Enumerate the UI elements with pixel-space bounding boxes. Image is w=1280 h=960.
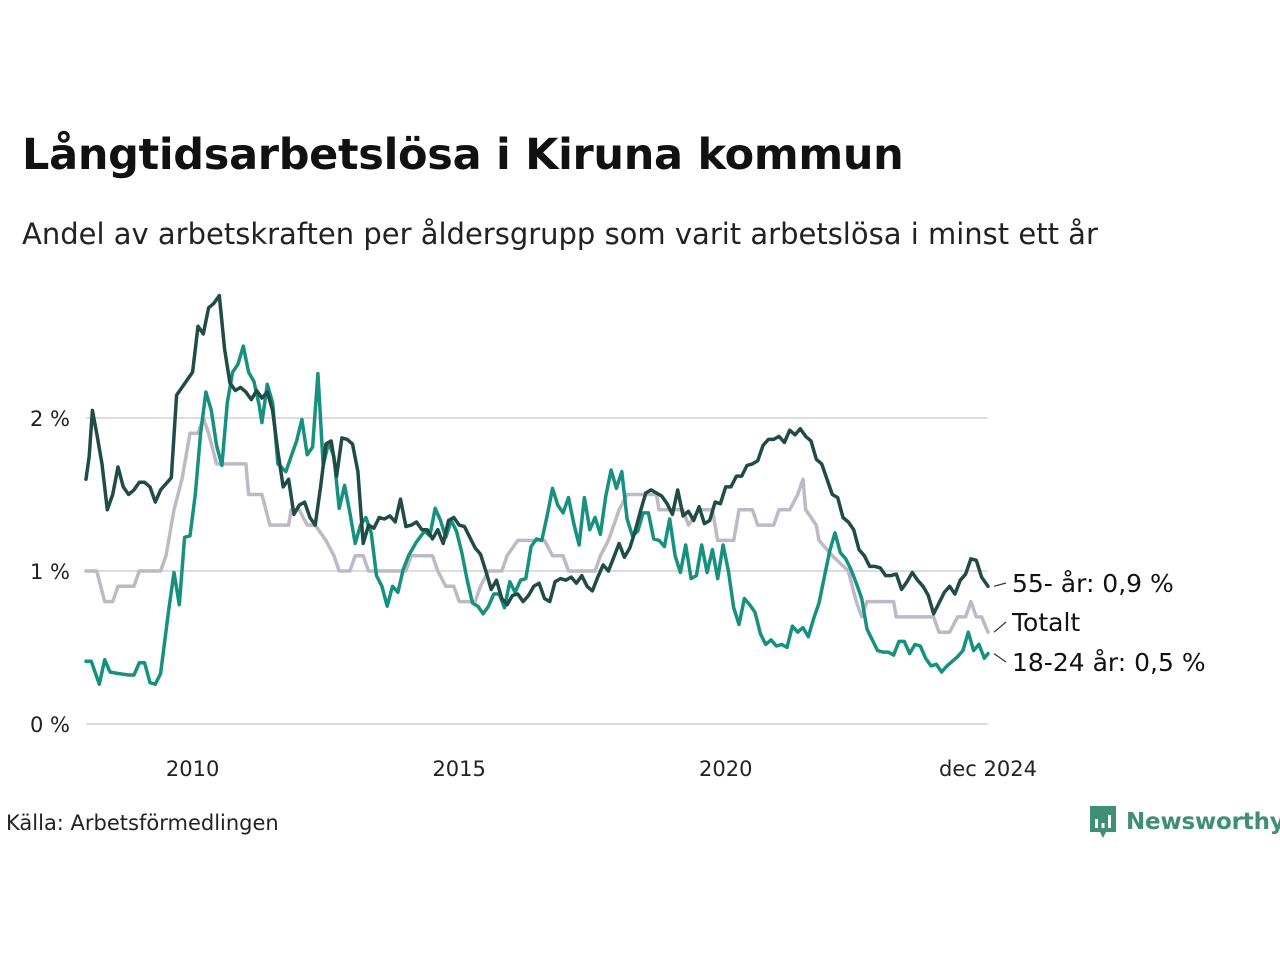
x-tick-label: 2010 (166, 757, 219, 781)
label-leader (993, 621, 1007, 633)
chart-title: Långtidsarbetslösa i Kiruna kommun (22, 130, 904, 180)
source-note: Källa: Arbetsförmedlingen (6, 811, 279, 835)
series-line-18-24 (84, 344, 990, 686)
y-tick-label: 0 % (30, 713, 70, 737)
newsworthy-logo-text: Newsworthy (1126, 809, 1280, 835)
series-end-label-totalt: Totalt (1011, 608, 1080, 637)
y-axis-ticks: 0 % 1 % 2 % (30, 407, 70, 737)
newsworthy-logo: Newsworthy (1088, 804, 1280, 840)
series-lines (84, 293, 990, 686)
x-tick-label: 2015 (432, 757, 485, 781)
series-end-label-55-plus: 55- år: 0,9 % (1012, 569, 1174, 598)
series-end-labels: Totalt 18-24 år: 0,5 % 55- år: 0,9 % (993, 569, 1206, 677)
y-tick-label: 1 % (30, 560, 70, 584)
series-end-label-18-24: 18-24 år: 0,5 % (1012, 648, 1206, 677)
y-tick-label: 2 % (30, 407, 70, 431)
series-line-55-plus (84, 293, 990, 616)
x-axis-ticks: 2010 2015 2020 dec 2024 (166, 757, 1037, 781)
label-leader (993, 653, 1007, 663)
gridlines (86, 417, 988, 725)
x-tick-label: dec 2024 (939, 757, 1037, 781)
x-tick-label: 2020 (699, 757, 752, 781)
label-leader (993, 582, 1007, 587)
series-line-totalt (84, 416, 990, 634)
newsworthy-logo-icon (1090, 806, 1116, 838)
chart-subtitle: Andel av arbetskraften per åldersgrupp s… (22, 217, 1098, 251)
